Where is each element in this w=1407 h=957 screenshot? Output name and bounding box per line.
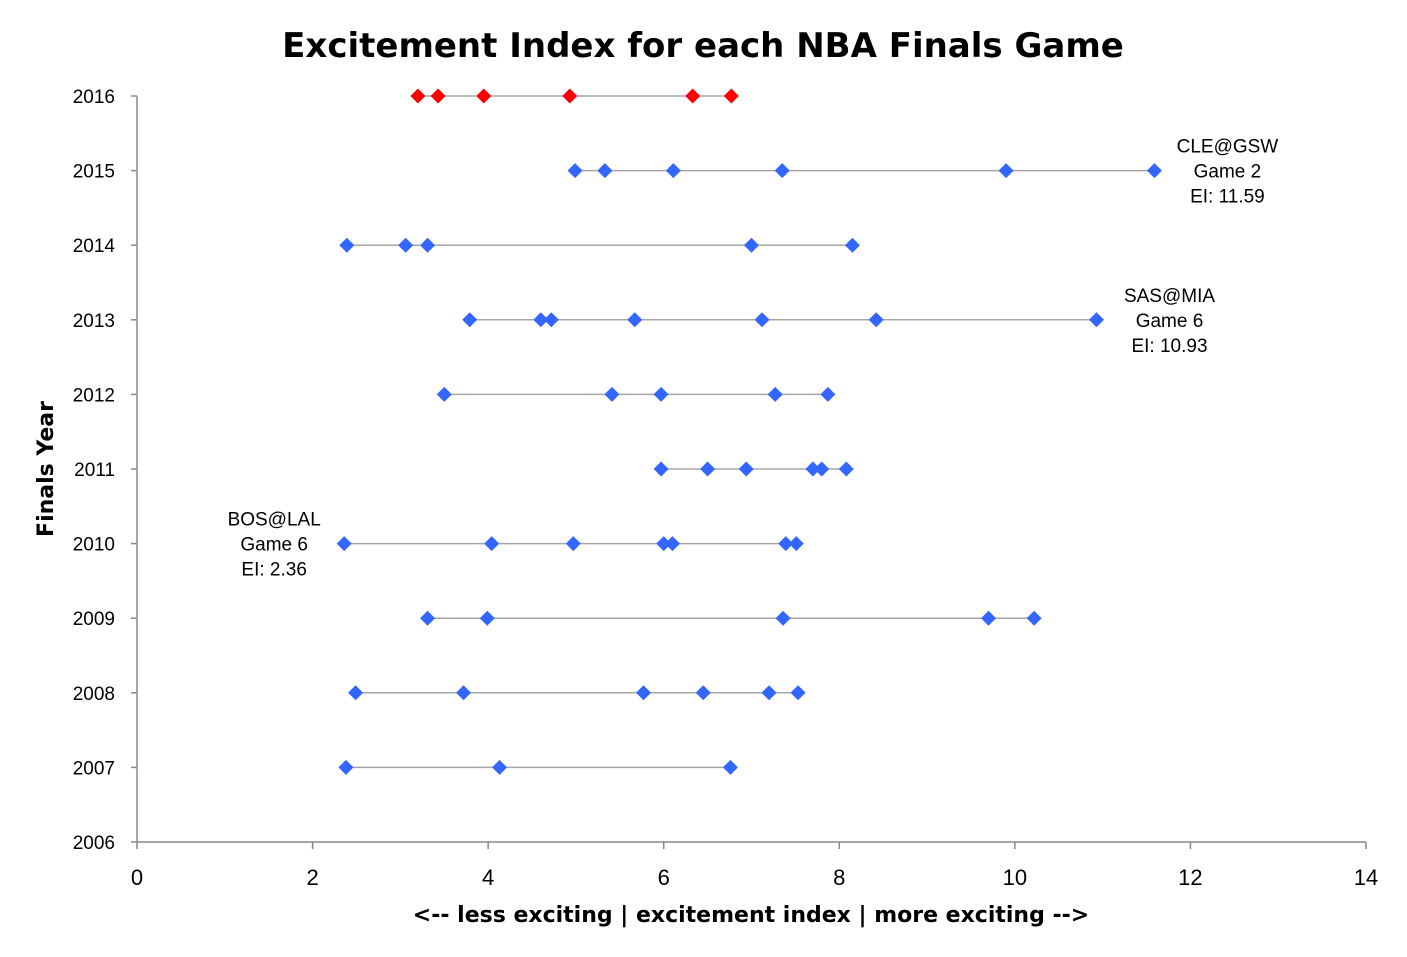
data-point — [685, 88, 701, 104]
annotation-label: CLE@GSW — [1177, 137, 1279, 158]
data-point — [805, 461, 821, 477]
data-point — [775, 610, 791, 626]
data-point — [338, 759, 354, 775]
x-tick-label: 8 — [833, 865, 845, 890]
data-point — [722, 759, 738, 775]
data-points — [336, 88, 1162, 775]
x-tick-label: 6 — [658, 865, 670, 890]
data-point — [476, 88, 492, 104]
data-point — [788, 536, 804, 552]
data-point — [339, 237, 355, 253]
data-point — [790, 685, 806, 701]
data-point — [664, 536, 680, 552]
data-point — [656, 536, 672, 552]
annotation-label: BOS@LAL — [228, 510, 321, 531]
data-point — [665, 163, 681, 179]
y-tick-label: 2009 — [73, 609, 115, 630]
data-point — [744, 237, 759, 253]
data-point — [695, 685, 711, 701]
data-point — [410, 88, 426, 104]
chart-title: Excitement Index for each NBA Finals Gam… — [282, 26, 1124, 66]
x-tick-label: 14 — [1354, 865, 1378, 890]
data-point — [604, 386, 620, 402]
y-tick-label: 2011 — [74, 460, 115, 481]
y-tick-label: 2015 — [73, 162, 115, 183]
data-point — [636, 685, 652, 701]
x-tick-label: 4 — [482, 865, 494, 890]
x-tick-label: 2 — [306, 865, 318, 890]
data-point — [868, 312, 884, 328]
data-point — [981, 610, 997, 626]
data-point — [420, 237, 436, 253]
data-point — [543, 312, 559, 328]
data-point — [1088, 312, 1104, 328]
x-tick-label: 10 — [1003, 865, 1027, 890]
annotation-label: EI: 2.36 — [241, 560, 307, 581]
data-point — [653, 461, 669, 477]
data-point — [479, 610, 495, 626]
data-point — [430, 88, 446, 104]
data-point — [778, 536, 794, 552]
x-tick-label: 12 — [1178, 865, 1202, 890]
data-point — [462, 312, 478, 328]
data-point — [420, 610, 436, 626]
data-point — [754, 312, 770, 328]
y-tick-label: 2008 — [73, 684, 115, 705]
x-tick-label: 0 — [131, 865, 143, 890]
annotations: CLE@GSW Game 2 EI: 11.59 SAS@MIA Game 6 EI: 1… — [228, 137, 1279, 581]
data-point — [597, 163, 613, 179]
data-point — [1026, 610, 1042, 626]
data-point — [348, 685, 364, 701]
axes: 0 2 4 6 8 10 12 14 2006 2007 2008 2009 2010 2011 2012 2… — [73, 87, 1379, 890]
y-tick-label: 2016 — [73, 87, 115, 108]
y-tick-label: 2013 — [73, 311, 115, 332]
y-tick-label: 2012 — [73, 385, 115, 406]
y-tick-label: 2007 — [73, 758, 115, 779]
data-point — [761, 685, 777, 701]
data-point — [456, 685, 472, 701]
annotation-label: Game 2 — [1194, 162, 1262, 183]
annotation-label: Game 6 — [240, 535, 308, 556]
data-point — [844, 237, 860, 253]
data-point — [627, 312, 643, 328]
range-lines — [344, 95, 1155, 769]
data-point — [1146, 163, 1162, 179]
data-point — [565, 536, 581, 552]
data-point — [533, 312, 549, 328]
data-point — [484, 536, 500, 552]
data-point — [738, 461, 754, 477]
data-point — [998, 163, 1014, 179]
data-point — [820, 386, 836, 402]
data-point — [767, 386, 783, 402]
x-axis-title: <-- less exciting | excitement index | m… — [413, 903, 1089, 928]
y-tick-label: 2014 — [73, 236, 116, 257]
data-point — [336, 536, 352, 552]
data-point — [653, 386, 669, 402]
annotation-label: SAS@MIA — [1124, 286, 1215, 307]
data-point — [838, 461, 854, 477]
y-tick-label: 2010 — [73, 535, 115, 556]
data-point — [567, 163, 583, 179]
data-point — [398, 237, 414, 253]
annotation-label: EI: 10.93 — [1131, 336, 1207, 357]
data-point — [700, 461, 716, 477]
data-point — [723, 88, 739, 104]
annotation-label: EI: 11.59 — [1190, 187, 1265, 208]
data-point — [492, 759, 508, 775]
y-tick-label: 2006 — [73, 833, 115, 854]
data-point — [774, 163, 790, 179]
data-point — [814, 461, 830, 477]
data-point — [562, 88, 578, 104]
data-point — [436, 386, 452, 402]
y-axis-title: Finals Year — [34, 401, 59, 537]
annotation-label: Game 6 — [1136, 311, 1204, 332]
